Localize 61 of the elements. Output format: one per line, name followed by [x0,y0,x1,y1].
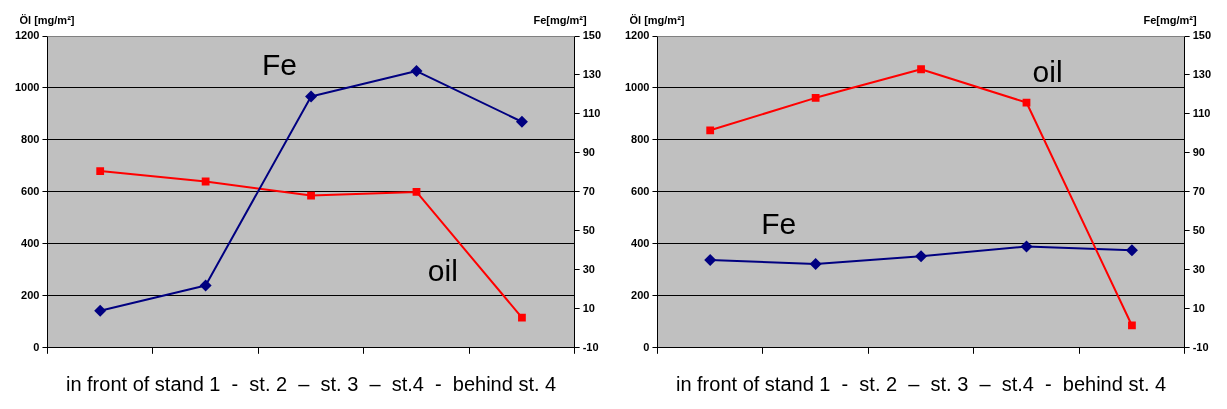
y-tick-label: 800 [21,132,40,145]
series-label: oil [427,254,458,288]
y2-tick-label: 90 [582,145,595,158]
y2-tick-label: 30 [582,262,595,275]
y2-tick-label: 130 [582,68,602,81]
y2-axis-title: Fe[mg/m²] [1143,13,1197,26]
point [305,90,318,103]
y2-tick-label: 150 [1192,29,1212,42]
point [917,65,925,74]
y-tick-label: 200 [631,288,650,301]
point [307,191,315,200]
x-axis-title: in front of stand 1 - st. 2 – st. 3 – st.4 - behind st. 4 [65,372,557,395]
y-axis-title: Öl [mg/m²] [629,13,685,26]
y2-tick-label: -10 [582,340,599,353]
y-tick-label: 600 [21,184,40,197]
point [1128,321,1136,330]
y2-tick-label: 130 [1192,68,1212,81]
y-tick-label: 800 [631,132,650,145]
point [915,250,928,263]
series-label: Fe [261,48,297,82]
series-label: oil [1032,54,1063,88]
y2-tick-label: 30 [1192,262,1205,275]
point [811,93,820,102]
y2-tick-label: -10 [1192,340,1209,353]
point [706,126,715,135]
point [515,115,528,128]
point [94,304,107,317]
y2-axis-title: Fe[mg/m²] [533,13,587,26]
y-axis-title: Öl [mg/m²] [19,13,75,26]
point [704,254,717,267]
y2-tick-label: 70 [1192,184,1205,197]
y2-tick-label: 110 [1192,106,1211,119]
series-label: Fe [761,207,797,241]
point [809,258,822,270]
y-tick-label: 1000 [624,81,650,93]
x-axis-title: in front of stand 1 - st. 2 – st. 3 – st.4 - behind st. 4 [675,372,1167,395]
y-tick-label: 0 [33,340,40,353]
point [410,65,423,78]
y-tick-label: 200 [21,288,40,301]
point [1125,244,1138,257]
y2-tick-label: 150 [582,29,602,42]
y-tick-label: 600 [631,184,650,197]
y2-tick-label: 90 [1192,145,1205,158]
point [96,167,105,175]
y-tick-label: 400 [21,236,40,249]
y-tick-label: 0 [643,340,650,353]
y-tick-label: 1000 [14,81,40,93]
point [518,313,526,322]
y2-tick-label: 10 [582,301,595,314]
y-tick-label: 400 [631,236,650,249]
point [412,188,421,196]
point [1020,240,1033,253]
y2-tick-label: 10 [1192,301,1205,314]
y2-tick-label: 70 [582,184,595,197]
y-tick-label: 1200 [624,29,650,42]
y2-tick-label: 50 [1192,223,1205,236]
y-tick-label: 1200 [14,29,40,42]
y2-tick-label: 110 [582,106,601,119]
point [199,279,212,292]
y2-tick-label: 50 [582,223,595,236]
point [201,177,210,186]
